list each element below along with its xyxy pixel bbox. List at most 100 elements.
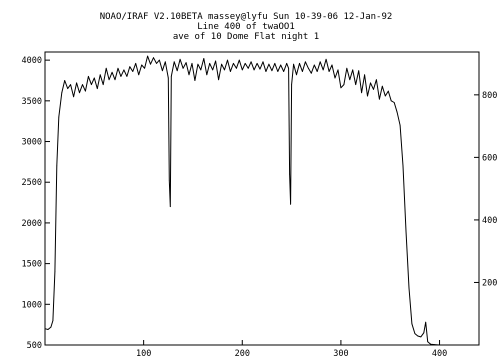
- data-point: [423, 332, 425, 334]
- data-point: [52, 320, 54, 321]
- x-tick-label: 300: [333, 349, 348, 359]
- data-point: [179, 58, 181, 60]
- data-point: [176, 70, 178, 72]
- y-tick-label: 1000: [22, 300, 42, 310]
- y-tick-label: 3000: [22, 138, 42, 148]
- data-point: [316, 71, 318, 72]
- data-point: [93, 77, 95, 79]
- data-point: [138, 74, 140, 76]
- data-point: [85, 90, 86, 92]
- data-point: [439, 344, 440, 346]
- data-point: [169, 206, 171, 208]
- data-point: [381, 85, 383, 87]
- data-point: [70, 84, 71, 85]
- data-point: [233, 63, 234, 64]
- data-point: [141, 64, 143, 66]
- data-point: [390, 100, 392, 102]
- y-tick-label: 3500: [22, 97, 42, 107]
- data-point: [319, 61, 321, 63]
- data-point: [268, 63, 270, 65]
- data-point: [256, 63, 258, 64]
- y-tick-label: 2000: [22, 219, 42, 229]
- data-point: [358, 70, 360, 72]
- data-point: [173, 61, 175, 63]
- data-point: [364, 74, 365, 76]
- data-point: [430, 343, 432, 345]
- data-point: [197, 63, 199, 65]
- data-point: [302, 71, 303, 72]
- y-axis-right: 200 400 600 800: [474, 91, 497, 288]
- data-point: [280, 64, 282, 66]
- data-point: [427, 341, 429, 343]
- data-point: [150, 63, 151, 65]
- data-point: [120, 76, 122, 77]
- data-point: [108, 79, 110, 81]
- data-point: [274, 63, 276, 64]
- data-point: [96, 88, 98, 89]
- data-point: [308, 67, 309, 69]
- data-point: [117, 67, 119, 69]
- data-point: [420, 336, 422, 338]
- data-point: [123, 69, 125, 71]
- data-point: [238, 59, 240, 61]
- data-point: [361, 92, 362, 94]
- data-point: [355, 84, 357, 85]
- data-point: [50, 326, 52, 328]
- data-point: [265, 71, 267, 72]
- data-point: [91, 84, 92, 85]
- data-point: [212, 69, 214, 71]
- series-line: [44, 55, 440, 346]
- data-point: [206, 74, 208, 76]
- data-point: [293, 63, 294, 65]
- data-point: [288, 67, 289, 69]
- data-point: [408, 287, 410, 289]
- x-tick-label: 100: [136, 349, 151, 359]
- data-point: [88, 76, 89, 77]
- data-point: [414, 333, 416, 334]
- data-point: [236, 67, 237, 69]
- data-point: [64, 80, 66, 81]
- data-point: [185, 62, 187, 63]
- data-point: [271, 70, 273, 72]
- data-point: [393, 102, 395, 103]
- data-point: [346, 67, 348, 69]
- data-point: [399, 124, 401, 126]
- data-point: [331, 64, 333, 66]
- data-point: [405, 230, 407, 232]
- data-point: [349, 79, 351, 81]
- data-point: [411, 323, 413, 325]
- data-point: [322, 69, 324, 71]
- data-point: [82, 84, 83, 85]
- data-point: [132, 71, 134, 72]
- data-point: [277, 71, 279, 72]
- data-point: [170, 76, 172, 77]
- y2-tick-label: 600: [482, 153, 497, 163]
- data-point: [200, 69, 202, 71]
- y2-tick-label: 800: [482, 91, 497, 101]
- data-point: [191, 63, 193, 64]
- data-point: [67, 88, 69, 89]
- data-point: [114, 79, 116, 81]
- data-point: [434, 344, 435, 345]
- data-point: [387, 90, 389, 92]
- data-point: [299, 63, 300, 64]
- data-point: [111, 71, 113, 73]
- y-tick-label: 2500: [22, 178, 42, 188]
- data-point: [102, 84, 104, 85]
- data-point: [296, 74, 297, 76]
- data-point: [79, 92, 80, 94]
- data-point: [352, 69, 354, 71]
- data-point: [328, 71, 330, 72]
- data-point: [164, 61, 166, 63]
- data-point: [230, 71, 231, 72]
- data-point: [253, 69, 255, 71]
- series-layer: [44, 55, 440, 346]
- data-point: [417, 335, 419, 337]
- data-point: [44, 328, 46, 330]
- data-point: [182, 67, 184, 69]
- chart-title-line1: NOAO/IRAF V2.10BETA massey@lyfu Sun 10-3…: [100, 12, 393, 22]
- data-point: [310, 72, 312, 74]
- data-point: [105, 67, 107, 69]
- y2-tick-label: 400: [482, 216, 497, 226]
- chart-title-line2: Line 400 of twaOO1: [197, 22, 295, 32]
